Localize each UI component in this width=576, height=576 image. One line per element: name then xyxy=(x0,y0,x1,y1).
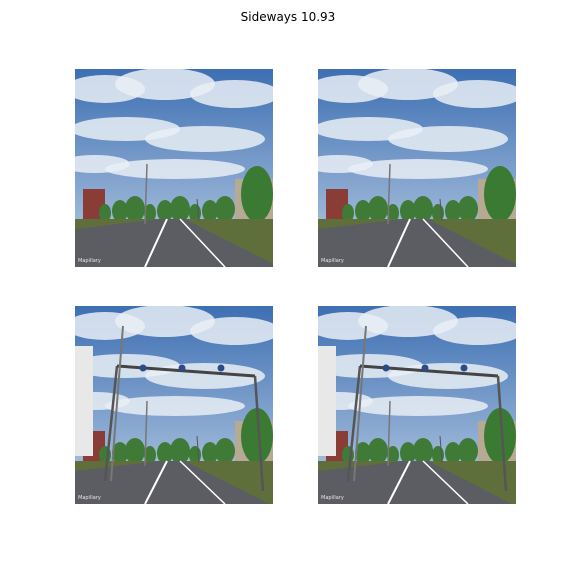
tree xyxy=(241,166,273,222)
lane-marking xyxy=(387,218,411,267)
street-photo xyxy=(75,69,273,267)
street-light-pole xyxy=(387,400,391,467)
street-light-pole xyxy=(144,400,148,467)
tree xyxy=(215,196,235,222)
watermark: Mapillary xyxy=(78,495,101,501)
tree xyxy=(484,408,516,464)
tree xyxy=(202,200,218,222)
tree xyxy=(400,200,416,222)
cloud xyxy=(190,80,273,108)
cloud xyxy=(318,155,373,173)
tree xyxy=(368,196,388,222)
street-light-pole xyxy=(110,325,124,482)
cloud xyxy=(190,317,273,345)
cloud xyxy=(105,396,245,416)
signal-pole xyxy=(196,435,200,464)
image-panel-bottom-left: Mapillary xyxy=(75,306,273,504)
cloud xyxy=(105,159,245,179)
tree xyxy=(144,204,156,222)
building-left xyxy=(75,346,93,456)
cloud xyxy=(145,126,265,152)
lane-marking xyxy=(387,460,411,504)
sign-icon xyxy=(382,364,390,372)
image-panel-top-left: Mapillary xyxy=(75,69,273,267)
lane-marking xyxy=(179,460,226,504)
street-photo xyxy=(318,69,516,267)
road xyxy=(318,461,516,504)
tree xyxy=(445,200,461,222)
tree xyxy=(413,438,433,464)
lane-marking xyxy=(422,460,469,504)
gantry-pole xyxy=(346,365,362,482)
image-panel-top-right: Mapillary xyxy=(318,69,516,267)
tree xyxy=(458,438,478,464)
cloud xyxy=(358,69,458,100)
street-light-pole xyxy=(144,163,148,225)
tree xyxy=(241,408,273,464)
tree xyxy=(445,442,461,464)
tree xyxy=(400,442,416,464)
lane-marking xyxy=(179,218,226,267)
cloud xyxy=(115,306,215,337)
street-light-pole xyxy=(387,163,391,225)
cloud xyxy=(433,80,516,108)
tree xyxy=(112,200,128,222)
cloud xyxy=(115,69,215,100)
tree xyxy=(484,166,516,222)
road xyxy=(318,219,516,267)
tree xyxy=(170,438,190,464)
tree xyxy=(157,200,173,222)
tree xyxy=(413,196,433,222)
gantry-pole xyxy=(103,365,119,482)
cloud xyxy=(433,317,516,345)
sign-icon xyxy=(178,364,186,372)
tree xyxy=(170,196,190,222)
tree xyxy=(125,196,145,222)
tree xyxy=(157,442,173,464)
tree xyxy=(112,442,128,464)
sign-icon xyxy=(421,364,429,372)
sign-icon xyxy=(460,364,468,372)
tree xyxy=(368,438,388,464)
cloud xyxy=(348,396,488,416)
tree xyxy=(458,196,478,222)
tree xyxy=(99,204,111,222)
tree xyxy=(125,438,145,464)
signal-pole xyxy=(196,198,200,222)
tree xyxy=(387,204,399,222)
watermark: Mapillary xyxy=(321,258,344,264)
cloud xyxy=(348,159,488,179)
gantry-pole xyxy=(253,375,265,492)
gantry-pole xyxy=(496,375,508,492)
road xyxy=(75,461,273,504)
tree xyxy=(144,446,156,464)
road xyxy=(75,219,273,267)
tree xyxy=(342,204,354,222)
street-light-pole xyxy=(353,325,367,482)
cloud xyxy=(388,126,508,152)
watermark: Mapillary xyxy=(321,495,344,501)
watermark: Mapillary xyxy=(78,258,101,264)
figure-title: Sideways 10.93 xyxy=(240,10,336,24)
lane-marking xyxy=(144,218,168,267)
street-photo xyxy=(75,306,273,504)
tree xyxy=(355,200,371,222)
street-photo xyxy=(318,306,516,504)
cloud xyxy=(358,306,458,337)
building-left xyxy=(318,346,336,456)
sign-icon xyxy=(139,364,147,372)
cloud xyxy=(75,155,130,173)
tree xyxy=(355,442,371,464)
sign-icon xyxy=(217,364,225,372)
tree xyxy=(215,438,235,464)
tree xyxy=(202,442,218,464)
image-panel-bottom-right: Mapillary xyxy=(318,306,516,504)
lane-marking xyxy=(144,460,168,504)
signal-pole xyxy=(439,198,443,222)
signal-pole xyxy=(439,435,443,464)
lane-marking xyxy=(422,218,469,267)
tree xyxy=(387,446,399,464)
